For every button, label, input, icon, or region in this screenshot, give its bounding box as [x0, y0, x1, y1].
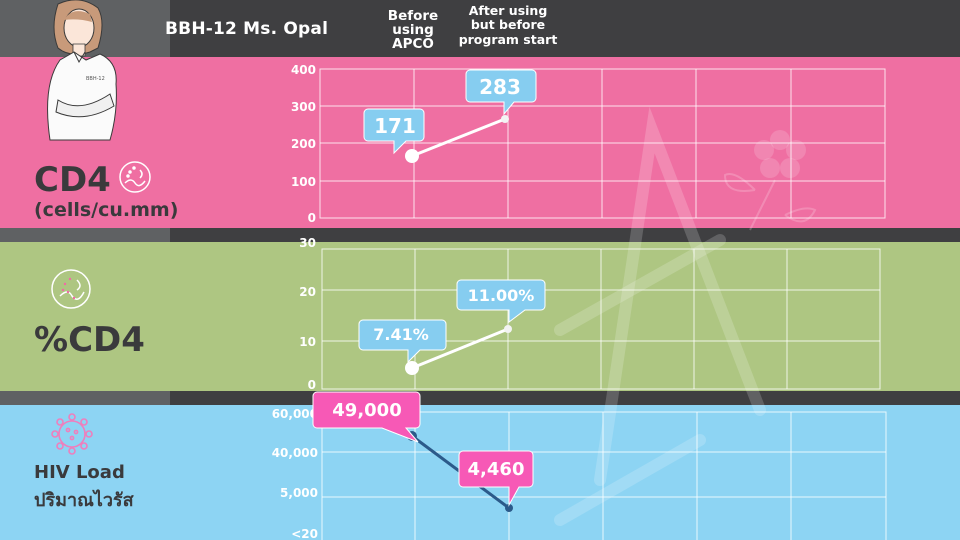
- data-point: [505, 504, 513, 512]
- column-header-line: After using: [468, 3, 548, 18]
- svg-text:300: 300: [291, 100, 316, 114]
- svg-text:10: 10: [299, 335, 316, 349]
- data-point: [405, 361, 419, 375]
- virus-icon: [51, 413, 93, 455]
- hiv-load-label: HIV Load: [34, 462, 125, 483]
- cell-icon: [51, 269, 91, 309]
- separator: [0, 228, 960, 242]
- svg-text:40,000: 40,000: [272, 446, 318, 460]
- pcd4-series-line: [405, 325, 512, 375]
- cd4-label: CD4: [34, 160, 111, 200]
- hiv-y-axis-ticks: 60,000 40,000 5,000 <20: [272, 407, 318, 540]
- svg-text:5,000: 5,000: [280, 486, 318, 500]
- cd4-series-line: [405, 115, 509, 163]
- svg-text:49,000: 49,000: [332, 400, 401, 421]
- data-point: [504, 325, 512, 333]
- cd4-callout-2: 283: [465, 69, 537, 116]
- data-point: [501, 115, 509, 123]
- svg-text:20: 20: [299, 285, 316, 299]
- hiv-chart-grid: [321, 411, 887, 540]
- column-header-after: After using but before program start: [456, 3, 560, 47]
- data-point: [405, 149, 419, 163]
- svg-text:7.41%: 7.41%: [373, 325, 429, 344]
- column-header-line: using APCO: [392, 22, 434, 53]
- svg-text:60,000: 60,000: [272, 407, 318, 421]
- svg-text:0: 0: [308, 211, 316, 225]
- svg-text:30: 30: [299, 236, 316, 250]
- svg-text:100: 100: [291, 175, 316, 189]
- svg-text:200: 200: [291, 137, 316, 151]
- pcd4-y-axis-ticks: 30 20 10 0: [299, 236, 316, 392]
- svg-text:<20: <20: [291, 527, 318, 540]
- svg-text:171: 171: [374, 114, 416, 138]
- pcd4-callout-2: 11.00%: [456, 279, 546, 323]
- svg-text:4,460: 4,460: [468, 459, 525, 480]
- cd4-unit-label: (cells/cu.mm): [34, 199, 179, 221]
- svg-text:11.00%: 11.00%: [468, 286, 535, 305]
- pcd4-callout-1: 7.41%: [358, 319, 447, 364]
- patient-title: BBH-12 Ms. Opal: [165, 19, 329, 39]
- pcd4-band: [0, 242, 960, 391]
- hiv-load-thai-label: ปริมาณไวรัส: [34, 490, 134, 511]
- cd4-y-axis-ticks: 400 300 200 100 0: [291, 63, 316, 225]
- column-header-line: Before: [387, 8, 439, 24]
- cell-icon: [119, 161, 151, 193]
- svg-text:BBH-12: BBH-12: [86, 76, 105, 82]
- cd4-callout-1: 171: [363, 108, 425, 155]
- svg-text:400: 400: [291, 63, 316, 77]
- column-header-before: Before using APCO: [372, 9, 454, 52]
- hiv-callout-1: 49,000: [312, 391, 421, 443]
- separator: [0, 391, 960, 405]
- svg-text:283: 283: [479, 75, 521, 99]
- person-illustration-icon: BBH-12: [47, 0, 117, 141]
- cd4-chart-grid: [319, 68, 886, 219]
- column-header-line: but before: [470, 17, 546, 33]
- pcd4-label: %CD4: [34, 320, 145, 360]
- hiv-callout-2: 4,460: [458, 450, 534, 507]
- svg-text:0: 0: [308, 378, 316, 392]
- column-header-line: program start: [458, 31, 558, 47]
